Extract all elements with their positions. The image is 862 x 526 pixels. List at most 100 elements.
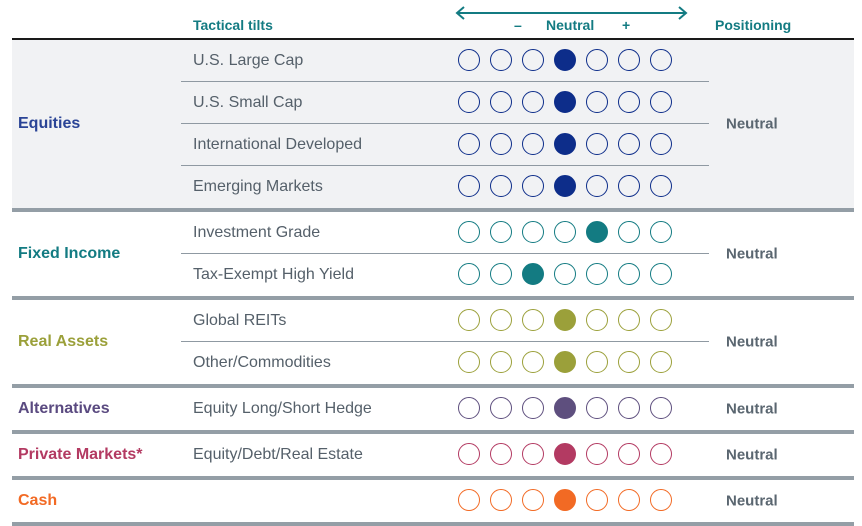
tilt-dot <box>650 91 672 113</box>
tilt-dot-selected <box>554 397 576 419</box>
positioning-value: Neutral <box>726 492 778 510</box>
tilt-dot <box>522 221 544 243</box>
group-alternatives: Alternatives Equity Long/Short Hedge Neutr… <box>12 388 854 430</box>
tilt-dot <box>586 489 608 511</box>
tilt-dot <box>490 49 512 71</box>
tilt-dot <box>522 49 544 71</box>
tilt-dot <box>650 263 672 285</box>
tilt-dot <box>650 443 672 465</box>
tilt-dot <box>586 309 608 331</box>
table-row: U.S. Large Cap <box>12 40 854 82</box>
group-separator <box>12 430 854 434</box>
tilt-dot <box>650 133 672 155</box>
table-row: Tax-Exempt High Yield <box>12 254 854 296</box>
tilt-dot <box>490 91 512 113</box>
tilt-dot <box>618 175 640 197</box>
header-rule <box>12 38 854 40</box>
tilt-dot <box>490 263 512 285</box>
group-name: Private Markets* <box>18 446 143 463</box>
positioning-value: Neutral <box>726 400 778 418</box>
row-label: Tax-Exempt High Yield <box>193 266 354 283</box>
row-label: U.S. Small Cap <box>193 94 303 111</box>
tilt-dot <box>586 91 608 113</box>
double-headed-arrow-icon <box>455 6 688 20</box>
table-header: Tactical tilts – Neutral + Positioning <box>0 0 862 40</box>
tilt-scale <box>458 91 672 115</box>
tilt-dot <box>458 49 480 71</box>
table-row: Global REITs <box>12 300 854 342</box>
row-divider <box>181 123 709 124</box>
tilt-scale <box>458 221 672 245</box>
row-divider <box>181 81 709 82</box>
tilt-scale <box>458 263 672 287</box>
tilt-dot-selected <box>554 489 576 511</box>
tilt-scale <box>458 489 672 513</box>
tilt-dot <box>650 175 672 197</box>
tilt-dot-selected <box>554 309 576 331</box>
scale-minus-label: – <box>514 17 522 33</box>
tilt-dot <box>458 489 480 511</box>
tilt-scale <box>458 397 672 421</box>
group-real-assets: Real Assets Global REITs Other/Commodities… <box>12 300 854 384</box>
tilt-dot <box>618 489 640 511</box>
tilt-dot-selected <box>586 221 608 243</box>
tilt-scale <box>458 351 672 375</box>
tilt-dot <box>490 221 512 243</box>
tilt-dot <box>458 133 480 155</box>
row-label: Equity/Debt/Real Estate <box>193 446 363 463</box>
table-row: Equity Long/Short Hedge <box>12 388 854 430</box>
tilt-dot-selected <box>554 49 576 71</box>
tilt-dot <box>650 49 672 71</box>
tilt-dot <box>458 263 480 285</box>
group-name: Real Assets <box>18 333 109 350</box>
group-equities: Equities U.S. Large Cap U.S. Small Cap Inte… <box>12 40 854 208</box>
tactical-tilts-heading: Tactical tilts <box>193 17 273 33</box>
tilt-dot <box>490 175 512 197</box>
row-label: International Developed <box>193 136 363 153</box>
tilt-scale <box>458 133 672 157</box>
tilt-dot <box>618 49 640 71</box>
tilt-dot <box>650 489 672 511</box>
group-separator <box>12 384 854 388</box>
tilt-scale <box>458 309 672 333</box>
tilt-dot-selected <box>522 263 544 285</box>
tilt-dot <box>586 263 608 285</box>
table-row: Investment Grade <box>12 212 854 254</box>
tilt-dot <box>490 309 512 331</box>
group-fixed-income: Fixed Income Investment Grade Tax-Exempt H… <box>12 212 854 296</box>
tilt-dot-selected <box>554 91 576 113</box>
tilt-dot <box>522 309 544 331</box>
positioning-value: Neutral <box>726 245 778 263</box>
row-divider <box>181 341 709 342</box>
tilt-dot <box>586 443 608 465</box>
tilt-dot <box>458 443 480 465</box>
tilt-dot <box>490 397 512 419</box>
positioning-value: Neutral <box>726 446 778 464</box>
row-label: U.S. Large Cap <box>193 52 304 69</box>
group-separator <box>12 522 854 526</box>
row-label: Equity Long/Short Hedge <box>193 400 372 417</box>
group-cash: Cash Neutral <box>12 480 854 522</box>
tilt-dot <box>458 397 480 419</box>
tilt-dot <box>618 351 640 373</box>
group-separator <box>12 476 854 480</box>
row-label: Emerging Markets <box>193 178 323 195</box>
tilt-dot <box>522 91 544 113</box>
tilt-dot <box>522 133 544 155</box>
tilt-scale <box>458 175 672 199</box>
row-divider <box>181 253 709 254</box>
row-label: Investment Grade <box>193 224 321 241</box>
tilt-dot <box>618 309 640 331</box>
tilt-dot <box>586 397 608 419</box>
scale-plus-label: + <box>622 17 631 33</box>
tilt-dot <box>458 221 480 243</box>
positioning-value: Neutral <box>726 333 778 351</box>
tilt-scale <box>458 49 672 73</box>
row-label: Other/Commodities <box>193 354 331 371</box>
tilt-dot <box>458 175 480 197</box>
tilt-dot <box>650 397 672 419</box>
table-row: International Developed <box>12 124 854 166</box>
table-row <box>12 480 854 522</box>
tilt-dot <box>618 133 640 155</box>
scale-neutral-label: Neutral <box>546 17 595 33</box>
